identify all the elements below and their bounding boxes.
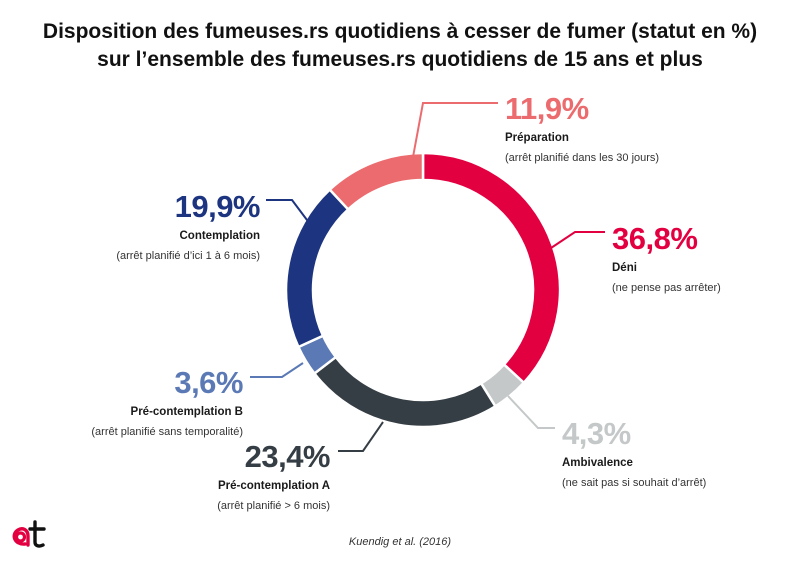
label-desc-precontemplation-b: (arrêt planifié sans temporalité) (91, 426, 243, 438)
slice-precontemplation-a (312, 355, 498, 429)
leader-line-precontemplation-a (338, 421, 384, 452)
label-name-ambivalence: Ambivalence (562, 457, 633, 469)
label-pct-ambivalence: 4,3% (562, 416, 631, 451)
source-note: Kuendig et al. (2016) (348, 536, 452, 548)
donut-labels: 36,8% Déni (ne pense pas arrêter) 4,3% Ambiv… (91, 91, 720, 512)
leader-line-precontemplation-b (250, 362, 304, 378)
at-logo-icon (12, 520, 46, 548)
slice-preparation (328, 151, 425, 212)
label-name-precontemplation-a: Pré-contemplation A (218, 480, 330, 492)
label-pct-preparation: 11,9% (505, 91, 589, 126)
leader-line-deni (547, 231, 605, 251)
leader-line-contemplation (266, 199, 314, 229)
title-line-1: Disposition des fumeuses.rs quotidiens à… (42, 20, 758, 43)
slice-contemplation (284, 187, 350, 349)
label-pct-contemplation: 19,9% (175, 189, 260, 224)
label-desc-contemplation: (arrêt planifié d’ici 1 à 6 mois) (116, 250, 260, 262)
label-pct-deni: 36,8% (612, 221, 697, 256)
label-desc-preparation: (arrêt planifié dans les 30 jours) (505, 152, 659, 164)
label-pct-precontemplation-b: 3,6% (174, 365, 243, 400)
label-desc-deni: (ne pense pas arrêter) (612, 282, 721, 294)
label-desc-precontemplation-a: (arrêt planifié > 6 mois) (217, 500, 330, 512)
label-name-precontemplation-b: Pré-contemplation B (131, 406, 243, 418)
leader-line-preparation (412, 102, 498, 158)
label-name-preparation: Préparation (505, 132, 569, 144)
slice-deni (421, 151, 562, 385)
title-line-2: sur l’ensemble des fumeuses.rs quotidien… (97, 48, 703, 71)
label-name-deni: Déni (612, 262, 637, 274)
leader-line-ambivalence (507, 395, 555, 429)
label-pct-precontemplation-a: 23,4% (245, 439, 330, 474)
label-desc-ambivalence: (ne sait pas si souhait d’arrêt) (562, 477, 706, 489)
donut-slices (284, 151, 562, 429)
chart-title: Disposition des fumeuses.rs quotidiens à… (0, 18, 800, 74)
label-name-contemplation: Contemplation (180, 230, 261, 242)
